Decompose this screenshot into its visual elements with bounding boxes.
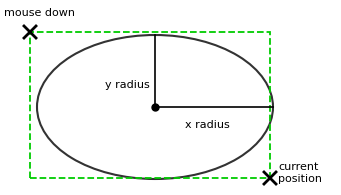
Text: mouse down: mouse down: [4, 8, 75, 18]
Bar: [30, 32, 270, 178]
Text: x radius: x radius: [184, 120, 229, 130]
Text: current
position: current position: [278, 162, 322, 184]
Text: y radius: y radius: [105, 80, 149, 90]
